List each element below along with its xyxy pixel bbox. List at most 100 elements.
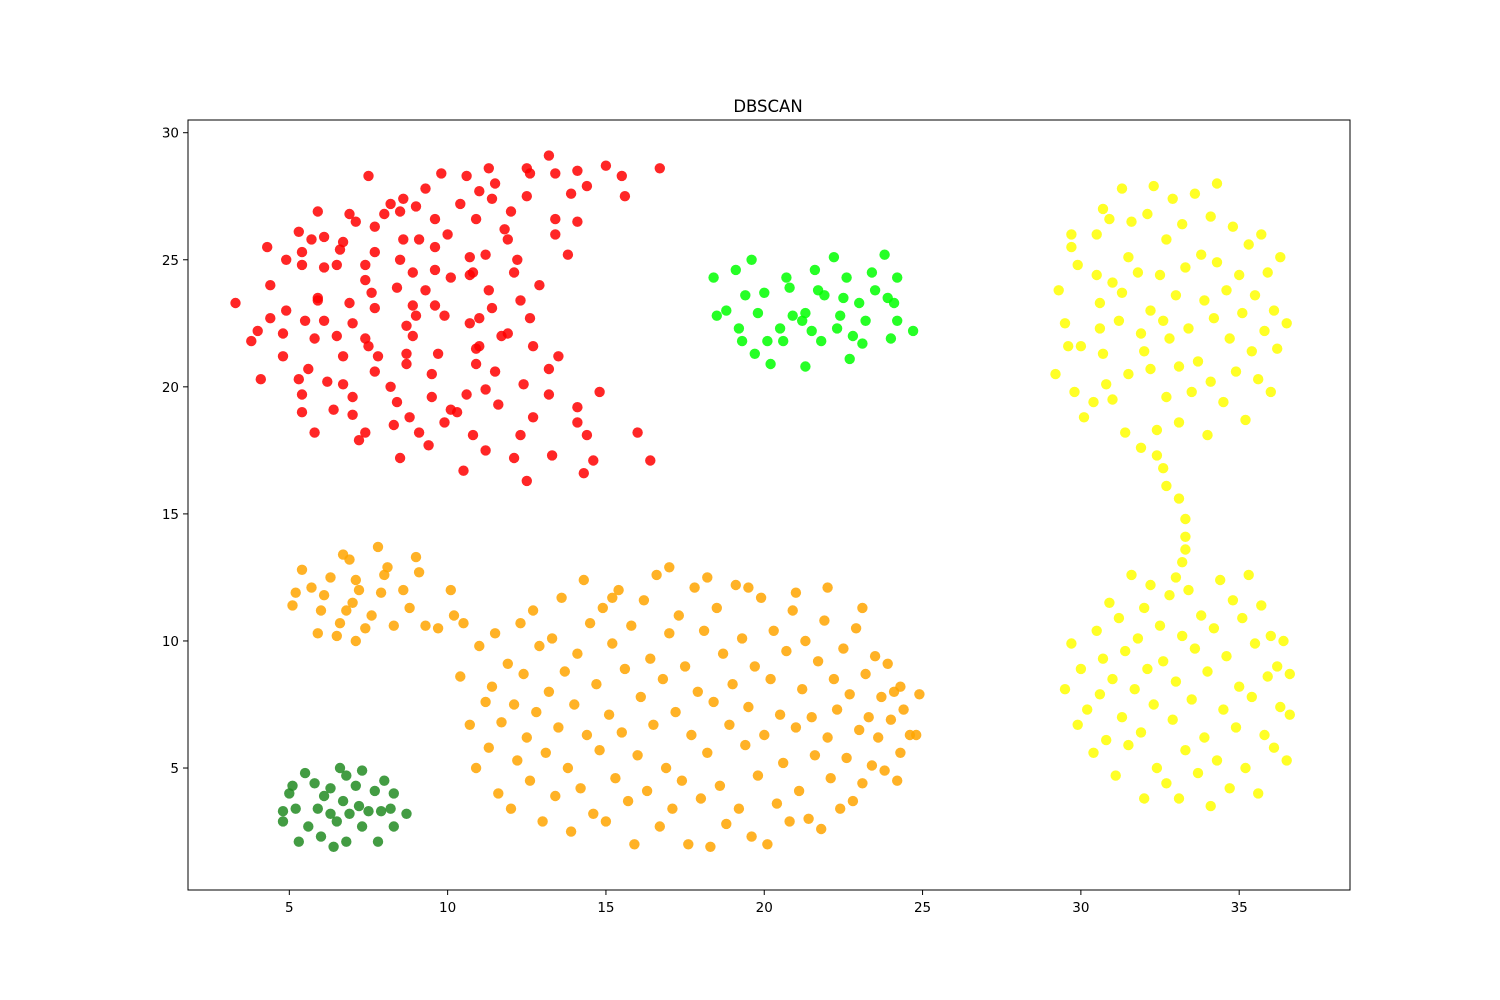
data-point	[1123, 739, 1134, 751]
data-point	[1253, 788, 1264, 799]
data-point	[455, 198, 466, 210]
data-point	[866, 760, 878, 771]
data-point	[879, 249, 890, 260]
data-point	[331, 259, 342, 271]
y-tick-label: 15	[162, 507, 179, 523]
data-point	[265, 313, 276, 324]
data-point	[546, 450, 558, 461]
data-point	[1173, 361, 1185, 372]
data-point	[439, 417, 450, 428]
data-point	[1272, 661, 1283, 672]
data-point	[1145, 579, 1156, 591]
data-point	[369, 302, 380, 314]
data-point	[1186, 386, 1197, 398]
data-point	[521, 475, 532, 487]
data-point	[246, 335, 257, 347]
data-point	[420, 183, 431, 194]
data-point	[1142, 208, 1153, 220]
data-point	[755, 592, 767, 603]
data-point	[499, 224, 510, 235]
data-point	[1189, 643, 1201, 654]
data-point	[360, 623, 371, 634]
data-point	[1116, 287, 1128, 298]
data-point	[1063, 341, 1074, 352]
data-point	[1183, 584, 1194, 596]
data-point	[331, 816, 342, 827]
data-point	[1224, 333, 1235, 344]
data-point	[331, 330, 342, 342]
data-point	[464, 719, 475, 730]
data-point	[679, 661, 691, 672]
data-point	[648, 719, 659, 730]
data-point	[749, 348, 760, 359]
data-point	[436, 168, 447, 179]
data-point	[448, 610, 460, 621]
data-point	[898, 704, 909, 715]
data-point	[521, 732, 532, 743]
data-point	[296, 259, 308, 271]
data-point	[363, 806, 374, 817]
data-point	[645, 653, 656, 664]
data-point	[1205, 211, 1216, 222]
data-point	[1218, 396, 1229, 408]
data-point	[885, 333, 897, 344]
data-point	[819, 290, 830, 301]
data-point	[600, 160, 612, 171]
data-point	[1265, 386, 1277, 398]
data-point	[480, 384, 491, 395]
data-point	[1256, 229, 1267, 240]
data-point	[565, 826, 577, 837]
data-point	[369, 221, 380, 232]
data-point	[344, 554, 355, 565]
data-point	[543, 150, 555, 161]
data-point	[550, 790, 561, 802]
data-point	[616, 170, 627, 182]
data-point	[325, 783, 336, 794]
data-point	[831, 323, 843, 334]
data-point	[375, 587, 387, 598]
data-point	[664, 562, 675, 573]
data-point	[423, 440, 434, 451]
data-point	[296, 564, 308, 575]
data-point	[1110, 770, 1121, 781]
data-point	[857, 602, 868, 614]
data-point	[892, 315, 903, 326]
data-point	[1069, 386, 1080, 398]
data-point	[407, 300, 418, 311]
data-point	[391, 396, 403, 408]
data-point	[1227, 595, 1239, 606]
data-point	[1202, 666, 1213, 677]
data-point	[740, 739, 751, 751]
data-point	[822, 732, 833, 743]
data-point	[309, 427, 320, 438]
data-point	[480, 696, 491, 708]
data-point	[505, 206, 517, 217]
data-point	[835, 310, 846, 321]
data-point	[337, 379, 349, 390]
data-point	[483, 163, 494, 174]
data-point	[1104, 213, 1115, 225]
data-point	[911, 729, 922, 741]
data-point	[255, 374, 266, 385]
data-point	[508, 699, 520, 710]
data-point	[401, 320, 412, 331]
data-point	[635, 691, 646, 703]
data-point	[1154, 269, 1166, 281]
data-point	[1243, 239, 1254, 250]
data-point	[857, 338, 868, 349]
data-point	[328, 404, 339, 415]
data-point	[474, 640, 485, 652]
data-point	[293, 836, 304, 847]
data-point	[401, 348, 412, 359]
data-point	[474, 341, 485, 352]
data-point	[778, 335, 789, 347]
data-point	[572, 402, 583, 413]
data-point	[1265, 630, 1277, 642]
data-point	[1145, 363, 1156, 375]
data-point	[1177, 630, 1188, 642]
data-point	[727, 679, 738, 690]
y-tick-label: 25	[162, 253, 179, 269]
data-point	[1116, 712, 1128, 723]
data-point	[759, 729, 770, 741]
data-point	[401, 808, 412, 819]
